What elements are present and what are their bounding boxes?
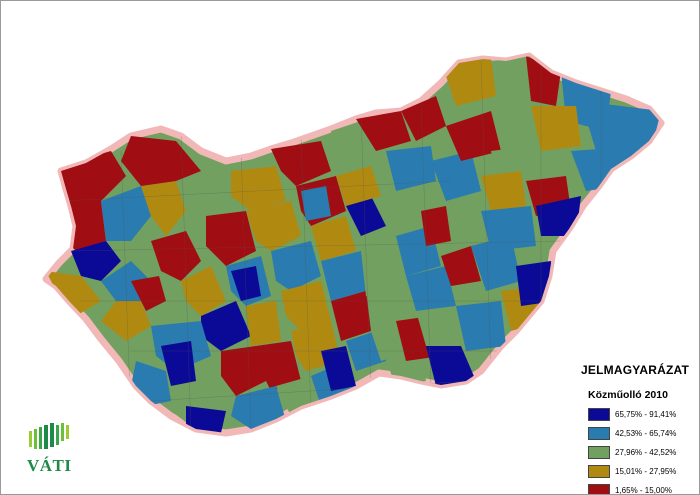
legend-swatch — [588, 465, 610, 478]
legend-item: 1,65% - 15,00% — [561, 481, 693, 495]
vati-logo-text: VÁTI — [27, 456, 72, 475]
map-legend: JELMAGYARÁZAT Közműolló 2010 65,75% - 91… — [561, 363, 693, 495]
legend-label: 27,96% - 42,52% — [615, 448, 677, 457]
legend-subtitle: Közműolló 2010 — [588, 389, 668, 401]
legend-swatch — [588, 484, 610, 494]
legend-item: 15,01% - 27,95% — [561, 462, 693, 481]
legend-label: 1,65% - 15,00% — [615, 486, 672, 495]
legend-label: 42,53% - 65,74% — [615, 429, 677, 438]
vati-bars-logo-icon — [23, 419, 83, 479]
legend-label: 15,01% - 27,95% — [615, 467, 677, 476]
legend-item: 27,96% - 42,52% — [561, 443, 693, 462]
legend-label: 65,75% - 91,41% — [615, 410, 677, 419]
subregion-polygons — [46, 56, 661, 433]
legend-swatch — [588, 427, 610, 440]
legend-item: 65,75% - 91,41% — [561, 405, 693, 424]
legend-title: JELMAGYARÁZAT — [581, 363, 689, 377]
legend-swatch — [588, 408, 610, 421]
legend-item: 42,53% - 65,74% — [561, 424, 693, 443]
legend-swatch — [588, 446, 610, 459]
